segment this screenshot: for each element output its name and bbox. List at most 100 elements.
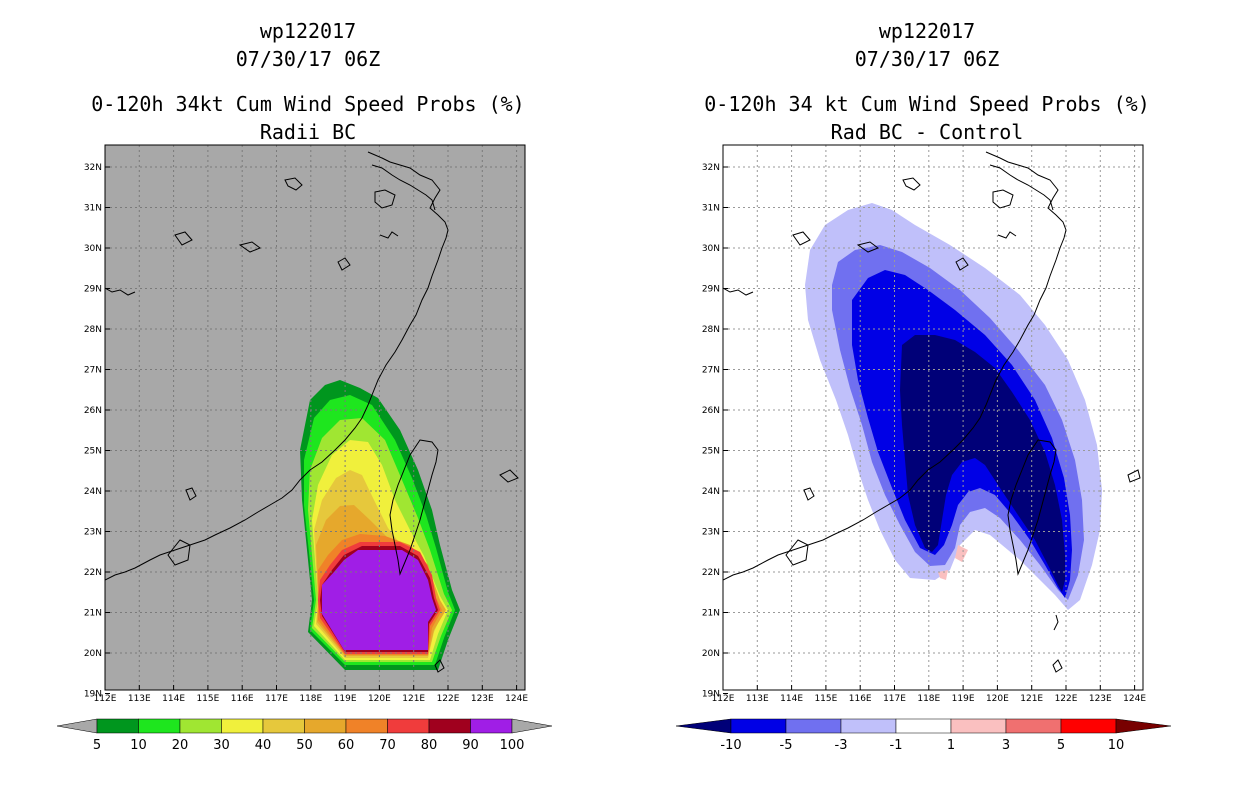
left-lat-label: 29N xyxy=(84,285,102,295)
right-colorbar-low-extend xyxy=(675,718,732,734)
left-lat-label: 31N xyxy=(84,204,102,214)
left-axis-labels: 32N 31N 30N 29N 28N 27N 26N 25N 24N 23N 22N 21N 20N 1… xyxy=(84,163,529,704)
left-lon-label: 120E xyxy=(368,694,391,704)
right-colorbar-label: -10 xyxy=(720,738,741,753)
left-lat-label: 26N xyxy=(84,406,102,416)
left-title-subtitle: Radii BC xyxy=(259,120,357,144)
right-lon-label: 116E xyxy=(849,694,872,704)
right-lon-label: 119E xyxy=(952,694,975,704)
right-title-date: 07/30/17 06Z xyxy=(854,47,1000,71)
left-colorbar-box xyxy=(179,718,222,734)
left-colorbar-label: 80 xyxy=(421,738,438,753)
left-colorbar-label: 90 xyxy=(462,738,479,753)
left-colorbar: 5 10 20 30 40 50 60 70 80 90 100 xyxy=(56,718,553,753)
right-title-storm-id: wp122017 xyxy=(878,19,976,43)
right-lon-label: 117E xyxy=(883,694,906,704)
left-lon-label: 113E xyxy=(128,694,151,704)
right-lat-label: 31N xyxy=(702,204,720,214)
right-diff-positive-patch-2 xyxy=(938,570,948,580)
left-colorbar-label: 70 xyxy=(379,738,396,753)
right-title-product: 0-120h 34 kt Cum Wind Speed Probs (%) xyxy=(704,92,1150,116)
right-lon-label: 118E xyxy=(917,694,940,704)
left-title-date: 07/30/17 06Z xyxy=(235,47,381,71)
right-colorbar: -10 -5 -3 -1 1 3 5 10 xyxy=(675,718,1172,753)
right-lat-label: 24N xyxy=(702,487,720,497)
right-lat-label: 21N xyxy=(702,609,720,619)
left-colorbar-box xyxy=(96,718,139,734)
left-lat-label: 27N xyxy=(84,366,102,376)
left-colorbar-label: 100 xyxy=(500,738,525,753)
right-colorbar-label: -3 xyxy=(835,738,848,753)
left-colorbar-high-extend xyxy=(511,718,553,734)
right-colorbar-label: 3 xyxy=(1002,738,1010,753)
left-lon-label: 115E xyxy=(196,694,219,704)
left-lat-label: 28N xyxy=(84,325,102,335)
right-lat-label: 25N xyxy=(702,447,720,457)
right-colorbar-label: -1 xyxy=(890,738,903,753)
left-colorbar-label: 5 xyxy=(93,738,101,753)
left-lon-label: 117E xyxy=(265,694,288,704)
right-colorbar-label: 5 xyxy=(1057,738,1065,753)
left-lon-label: 116E xyxy=(231,694,254,704)
right-lat-label: 27N xyxy=(702,366,720,376)
left-map-frame xyxy=(104,144,526,691)
left-lon-label: 114E xyxy=(162,694,185,704)
left-lon-label: 118E xyxy=(299,694,322,704)
left-lon-label: 124E xyxy=(505,694,528,704)
right-lon-label: 113E xyxy=(746,694,769,704)
left-colorbar-label: 40 xyxy=(255,738,272,753)
left-colorbar-label: 60 xyxy=(338,738,355,753)
left-lon-label: 122E xyxy=(437,694,460,704)
left-colorbar-box xyxy=(304,718,347,734)
left-colorbar-label: 30 xyxy=(213,738,230,753)
left-map-panel: 32N 31N 30N 29N 28N 27N 26N 25N 24N 23N 22N 21N 20N 1… xyxy=(56,144,553,753)
right-lon-label: 114E xyxy=(780,694,803,704)
left-colorbar-label: 20 xyxy=(172,738,189,753)
left-lat-label: 24N xyxy=(84,487,102,497)
right-colorbar-label: -5 xyxy=(780,738,793,753)
left-colorbar-box xyxy=(470,718,513,734)
right-lat-label: 30N xyxy=(702,244,720,254)
right-lon-label: 115E xyxy=(814,694,837,704)
right-map-panel: 32N 31N 30N 29N 28N 27N 26N 25N 24N 23N 22N 21N 20N 1… xyxy=(675,144,1172,753)
right-colorbar-box xyxy=(1005,718,1062,734)
right-lon-label: 122E xyxy=(1055,694,1078,704)
right-coastline xyxy=(723,151,1141,673)
right-colorbar-high-extend xyxy=(1115,718,1172,734)
left-lat-label: 22N xyxy=(84,568,102,578)
right-lon-label: 121E xyxy=(1020,694,1043,704)
right-colorbar-box xyxy=(895,718,952,734)
right-colorbar-label: 10 xyxy=(1108,738,1125,753)
right-lon-label: 120E xyxy=(986,694,1009,704)
left-colorbar-box xyxy=(387,718,430,734)
right-title-subtitle: Rad BC - Control xyxy=(830,120,1024,144)
right-colorbar-box xyxy=(1060,718,1117,734)
right-lat-label: 26N xyxy=(702,406,720,416)
right-lat-label: 22N xyxy=(702,568,720,578)
left-colorbar-box xyxy=(138,718,181,734)
right-lat-label: 20N xyxy=(702,649,720,659)
left-colorbar-box xyxy=(428,718,471,734)
right-lat-label: 19N xyxy=(702,690,720,700)
left-lat-label: 20N xyxy=(84,649,102,659)
left-grid-lines xyxy=(105,145,525,690)
right-axis-labels: 32N 31N 30N 29N 28N 27N 26N 25N 24N 23N 22N 21N 20N 1… xyxy=(702,163,1147,704)
right-colorbar-box xyxy=(730,718,787,734)
left-lon-label: 121E xyxy=(402,694,425,704)
left-colorbar-box xyxy=(262,718,305,734)
right-grid-lines xyxy=(723,145,1143,690)
left-title-storm-id: wp122017 xyxy=(259,19,357,43)
right-colorbar-box xyxy=(840,718,897,734)
right-diff-band-minus10 xyxy=(900,335,1065,592)
left-lat-label: 23N xyxy=(84,528,102,538)
left-lon-label: 123E xyxy=(471,694,494,704)
left-colorbar-box xyxy=(221,718,264,734)
left-lat-label: 21N xyxy=(84,609,102,619)
right-lat-label: 23N xyxy=(702,528,720,538)
left-lat-label: 25N xyxy=(84,447,102,457)
left-lat-label: 19N xyxy=(84,690,102,700)
left-title-product: 0-120h 34kt Cum Wind Speed Probs (%) xyxy=(91,92,525,116)
left-lon-label: 112E xyxy=(94,694,117,704)
left-lat-label: 30N xyxy=(84,244,102,254)
